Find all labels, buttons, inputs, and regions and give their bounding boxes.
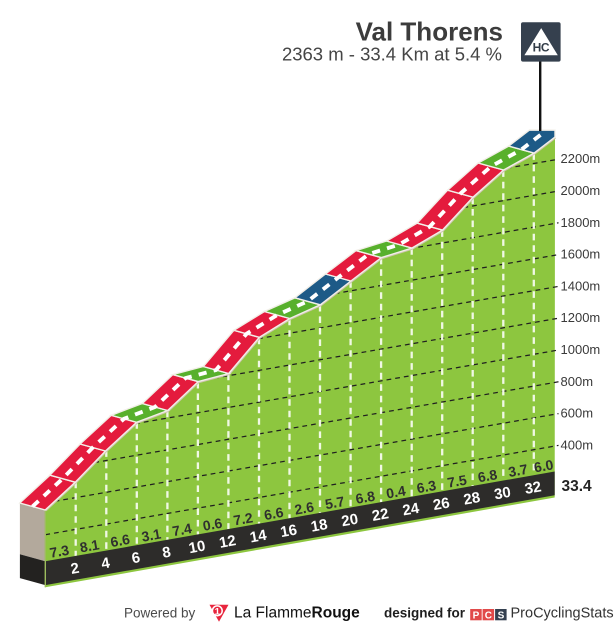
svg-text:1: 1	[215, 606, 221, 617]
svg-text:6.6: 6.6	[109, 531, 131, 550]
svg-text:6.0: 6.0	[533, 456, 555, 475]
svg-text:S: S	[498, 610, 505, 621]
svg-text:4: 4	[100, 554, 112, 572]
svg-text:2363 m - 33.4 Km at 5.4 %: 2363 m - 33.4 Km at 5.4 %	[282, 44, 502, 65]
svg-text:30: 30	[493, 484, 512, 504]
svg-text:24: 24	[401, 500, 421, 520]
svg-text:1000m: 1000m	[561, 342, 601, 357]
svg-text:0.4: 0.4	[385, 482, 407, 501]
svg-text:10: 10	[187, 538, 206, 558]
svg-text:2000m: 2000m	[561, 183, 601, 198]
svg-text:Powered by: Powered by	[124, 606, 196, 621]
svg-text:3.7: 3.7	[507, 461, 529, 480]
svg-text:P: P	[473, 610, 480, 621]
svg-text:22: 22	[371, 505, 390, 525]
svg-text:5.7: 5.7	[324, 493, 346, 512]
svg-text:14: 14	[249, 527, 269, 547]
svg-text:32: 32	[523, 478, 542, 498]
svg-text:33.4: 33.4	[562, 478, 593, 495]
svg-text:1400m: 1400m	[561, 278, 601, 293]
svg-text:La FlammeRouge: La FlammeRouge	[234, 605, 360, 622]
svg-text:C: C	[485, 610, 492, 621]
svg-text:28: 28	[462, 489, 481, 509]
svg-text:6.8: 6.8	[354, 488, 376, 507]
svg-text:6.6: 6.6	[263, 504, 285, 523]
svg-text:12: 12	[218, 532, 237, 552]
svg-text:7.5: 7.5	[446, 472, 468, 491]
svg-text:1200m: 1200m	[561, 310, 601, 325]
svg-text:26: 26	[432, 494, 451, 514]
svg-text:600m: 600m	[561, 406, 594, 421]
svg-text:400m: 400m	[561, 437, 594, 452]
svg-text:6.8: 6.8	[476, 466, 498, 485]
svg-text:7.3: 7.3	[48, 542, 70, 561]
svg-text:20: 20	[340, 511, 359, 531]
svg-text:2200m: 2200m	[561, 151, 601, 166]
svg-text:Val Thorens: Val Thorens	[356, 17, 503, 47]
svg-text:HC: HC	[533, 41, 550, 55]
svg-text:8.1: 8.1	[79, 536, 101, 555]
svg-text:800m: 800m	[561, 374, 594, 389]
svg-text:1800m: 1800m	[561, 215, 601, 230]
svg-text:3.1: 3.1	[140, 525, 162, 544]
svg-text:2: 2	[69, 560, 80, 578]
svg-text:ProCyclingStats: ProCyclingStats	[511, 606, 614, 622]
svg-text:8: 8	[161, 544, 172, 562]
svg-text:7.2: 7.2	[232, 509, 254, 528]
svg-text:designed for: designed for	[384, 606, 466, 621]
svg-text:0.6: 0.6	[202, 515, 224, 534]
svg-text:6.3: 6.3	[415, 477, 437, 496]
svg-text:7.4: 7.4	[171, 520, 193, 539]
svg-text:18: 18	[310, 516, 329, 536]
svg-text:16: 16	[279, 521, 298, 541]
svg-text:1600m: 1600m	[561, 247, 601, 262]
svg-text:6: 6	[130, 549, 141, 567]
svg-text:2.6: 2.6	[293, 498, 315, 517]
